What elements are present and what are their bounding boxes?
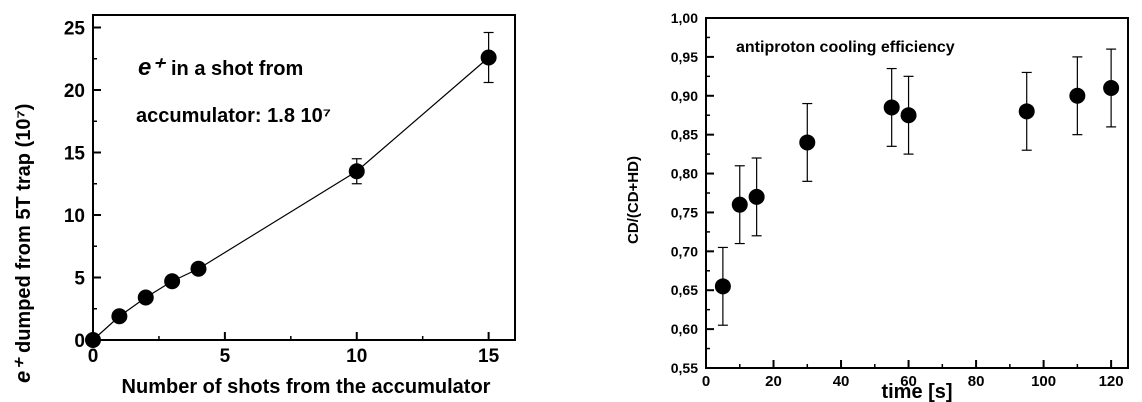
x-tick-label: 15 bbox=[478, 346, 500, 367]
data-point bbox=[85, 332, 101, 348]
y-tick-label: 0,90 bbox=[671, 88, 698, 104]
left-xlabel: Number of shots from the accumulator bbox=[122, 376, 491, 398]
left-annotation-line2: accumulator: 1.8 10⁷ bbox=[136, 105, 331, 127]
data-point bbox=[1103, 80, 1120, 96]
y-tick-label: 0,85 bbox=[671, 127, 698, 143]
y-tick-label: 20 bbox=[64, 81, 85, 102]
y-tick-label: 0,75 bbox=[671, 204, 698, 220]
data-point bbox=[164, 273, 181, 290]
y-tick-label: 0,95 bbox=[671, 49, 698, 65]
left-ylabel-prefix: e⁺ bbox=[10, 357, 35, 383]
data-point bbox=[1069, 87, 1086, 104]
y-tick-label: 0,60 bbox=[671, 321, 698, 337]
y-tick-label: 25 bbox=[64, 19, 86, 40]
left-annotation-line1: in a shot from bbox=[171, 58, 303, 80]
chart-right: 0 20 40 60 80 100 120 0,55 0,60 0,65 0,70 0,75 0,80 0… bbox=[625, 10, 1129, 402]
y-tick-label: 1,00 bbox=[671, 10, 698, 26]
data-point bbox=[900, 107, 917, 124]
x-tick-label: 100 bbox=[1031, 373, 1056, 390]
chart-left: 0 5 10 15 0 5 10 15 20 25 e⁺ in a shot from accum… bbox=[10, 14, 516, 398]
y-tick-label: 0,65 bbox=[671, 282, 698, 298]
x-tick-label: 0 bbox=[702, 373, 710, 390]
right-plot-frame bbox=[705, 17, 1129, 369]
y-tick-label: 15 bbox=[64, 144, 86, 165]
data-point bbox=[348, 163, 365, 180]
data-point bbox=[799, 134, 816, 151]
y-tick-label: 0,70 bbox=[671, 243, 698, 259]
x-tick-label: 120 bbox=[1099, 373, 1124, 390]
y-tick-label: 0,80 bbox=[671, 166, 698, 182]
y-tick-label: 0 bbox=[74, 331, 85, 352]
x-tick-label: 0 bbox=[88, 346, 99, 367]
data-point bbox=[480, 49, 497, 66]
data-point bbox=[748, 188, 765, 205]
data-point bbox=[883, 99, 900, 116]
x-tick-label: 20 bbox=[765, 373, 782, 390]
left-plot-frame bbox=[92, 14, 516, 341]
left-points bbox=[85, 31, 497, 348]
data-point bbox=[714, 278, 731, 295]
right-ticks: 0 20 40 60 80 100 120 0,55 0,60 0,65 0,70 0,75 0,80 0… bbox=[671, 10, 1124, 390]
left-ticks: 0 5 10 15 0 5 10 15 20 25 bbox=[64, 19, 500, 368]
data-point bbox=[190, 260, 207, 277]
left-ylabel-group: e⁺ dumped from 5T trap (10⁷) bbox=[10, 104, 35, 383]
right-xlabel: time [s] bbox=[881, 381, 952, 402]
right-points bbox=[714, 48, 1120, 326]
left-ylabel: dumped from 5T trap (10⁷) bbox=[13, 104, 35, 353]
x-tick-label: 60 bbox=[900, 373, 917, 390]
y-tick-label: 0,55 bbox=[671, 360, 698, 376]
x-tick-label: 40 bbox=[833, 373, 850, 390]
data-point bbox=[1018, 103, 1035, 120]
y-tick-label: 5 bbox=[74, 269, 85, 290]
left-annotation-symbol: e⁺ bbox=[138, 54, 166, 81]
data-point bbox=[731, 196, 748, 213]
right-title: antiproton cooling efficiency bbox=[736, 39, 955, 56]
data-point bbox=[111, 308, 128, 325]
x-tick-label: 5 bbox=[220, 346, 231, 367]
x-tick-label: 80 bbox=[968, 373, 985, 390]
x-tick-label: 10 bbox=[346, 346, 367, 367]
data-point bbox=[137, 289, 154, 306]
y-tick-label: 10 bbox=[64, 206, 85, 227]
right-ylabel: CD/(CD+HD) bbox=[625, 156, 642, 244]
